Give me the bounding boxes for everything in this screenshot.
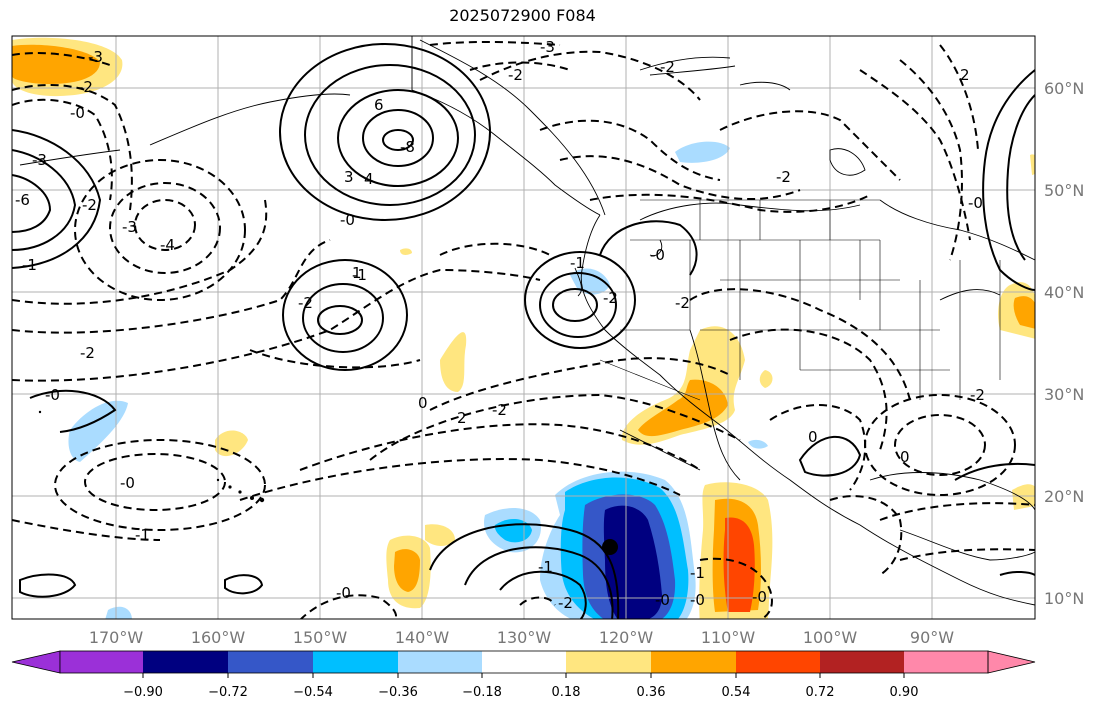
lon-label-90: 90°W <box>910 628 954 647</box>
contour-label: -0 <box>968 194 983 212</box>
colorbar-segment <box>228 651 314 673</box>
contour-label: -3 <box>122 218 137 236</box>
contour-label: -0 <box>650 246 665 264</box>
colorbar-tick-label: −0.36 <box>378 685 418 700</box>
colorbar-segment <box>60 651 144 673</box>
contour-label: -3 <box>540 38 555 56</box>
contour-label: 0 <box>418 394 428 412</box>
colorbar-tick-label: 0.36 <box>637 685 666 700</box>
lon-label-100: 100°W <box>803 628 858 647</box>
contour-label: -2 <box>80 344 95 362</box>
contour-label: 6 <box>374 96 384 114</box>
contour-label: 2 <box>457 409 467 427</box>
colorbar-segment <box>143 651 229 673</box>
contour-label: -2 <box>492 401 507 419</box>
lat-label-60: 60°N <box>1044 79 1084 98</box>
lat-label-10: 10°N <box>1044 589 1084 608</box>
contour-label-group: -3 -2 -0 -3 -6 -2 -1 -3 -4 6 -8 3 4 -0 -… <box>15 38 985 612</box>
contour-label: -2 <box>660 58 675 76</box>
map-title: 2025072900 F084 <box>449 6 596 25</box>
contour-label: -2 <box>675 294 690 312</box>
colorbar-tick-label: −0.54 <box>293 685 333 700</box>
contour-label: -0 <box>655 591 670 609</box>
contour-label: 2 <box>960 66 970 84</box>
lon-label-120: 120°W <box>599 628 654 647</box>
colorbar-tick-label: 0.90 <box>890 685 919 700</box>
colorbar-tick-label: −0.18 <box>462 685 502 700</box>
colorbar-segment <box>651 651 737 673</box>
colorbar-segment <box>398 651 483 673</box>
lon-label-170: 170°W <box>89 628 144 647</box>
contour-label: -1 <box>570 254 585 272</box>
contour-label: -1 <box>690 564 705 582</box>
colorbar-segment <box>820 651 905 673</box>
lon-label-130: 130°W <box>497 628 552 647</box>
contour-label: 0 <box>808 428 818 446</box>
contour-label: -0 <box>340 211 355 229</box>
longitude-labels: 170°W 160°W 150°W 140°W 130°W 120°W 110°… <box>89 628 954 647</box>
graticule <box>12 36 1035 619</box>
contour-label: -1 <box>352 266 367 284</box>
colorbar-segment <box>736 651 821 673</box>
lat-label-50: 50°N <box>1044 181 1084 200</box>
colorbar-upper-extension <box>987 650 1036 674</box>
contour-label: 1 <box>352 264 362 282</box>
contour-label: -0 <box>45 386 60 404</box>
contour-label: 0 <box>900 448 910 466</box>
contour-lines-negative <box>12 40 1035 619</box>
contour-label: -1 <box>538 558 553 576</box>
coastlines <box>19 36 1035 606</box>
lon-label-160: 160°W <box>191 628 246 647</box>
contour-label: -6 <box>15 191 30 209</box>
contour-label: -0 <box>70 104 85 122</box>
colorbar-tick-label: −0.90 <box>123 685 163 700</box>
lat-label-30: 30°N <box>1044 385 1084 404</box>
contour-label: -0 <box>120 474 135 492</box>
contour-label: -2 <box>776 168 791 186</box>
contour-label: -0 <box>690 591 705 609</box>
contour-label: -0 <box>752 588 767 606</box>
lon-label-110: 110°W <box>701 628 756 647</box>
contour-label: -2 <box>558 594 573 612</box>
contour-label: -3 <box>32 151 47 169</box>
contour-label: -2 <box>82 196 97 214</box>
contour-label: -8 <box>400 138 415 156</box>
colorbar-segment <box>904 651 988 673</box>
contour-label: -2 <box>970 386 985 404</box>
contour-label: 4 <box>364 170 374 188</box>
colorbar-segment <box>482 651 567 673</box>
contour-label: -3 <box>88 48 103 66</box>
storm-center-marker <box>602 539 618 555</box>
colorbar: −0.90 −0.72 −0.54 −0.36 −0.18 0.18 0.36 … <box>11 650 1036 700</box>
contour-label: -0 <box>336 584 351 602</box>
contour-label: -2 <box>298 294 313 312</box>
lon-label-140: 140°W <box>395 628 450 647</box>
contour-label: -1 <box>135 526 150 544</box>
latitude-labels: 60°N 50°N 40°N 30°N 20°N 10°N <box>1044 79 1084 608</box>
map-frame <box>11 35 1036 620</box>
contour-label: -4 <box>160 236 175 254</box>
colorbar-tick-label: −0.72 <box>208 685 248 700</box>
colorbar-segment <box>313 651 399 673</box>
lat-label-20: 20°N <box>1044 487 1084 506</box>
colorbar-segment <box>566 651 652 673</box>
colorbar-tick-label: 0.72 <box>806 685 835 700</box>
contour-label: -2 <box>603 289 618 307</box>
colorbar-tick-label: 0.18 <box>552 685 581 700</box>
colorbar-lower-extension <box>11 650 61 674</box>
lon-label-150: 150°W <box>293 628 348 647</box>
contour-label: -2 <box>508 66 523 84</box>
colorbar-tick-label: 0.54 <box>722 685 751 700</box>
contour-label: -2 <box>78 78 93 96</box>
lat-label-40: 40°N <box>1044 283 1084 302</box>
contour-lines <box>12 43 1035 619</box>
contour-label: -1 <box>22 256 37 274</box>
contour-label: 3 <box>344 168 354 186</box>
